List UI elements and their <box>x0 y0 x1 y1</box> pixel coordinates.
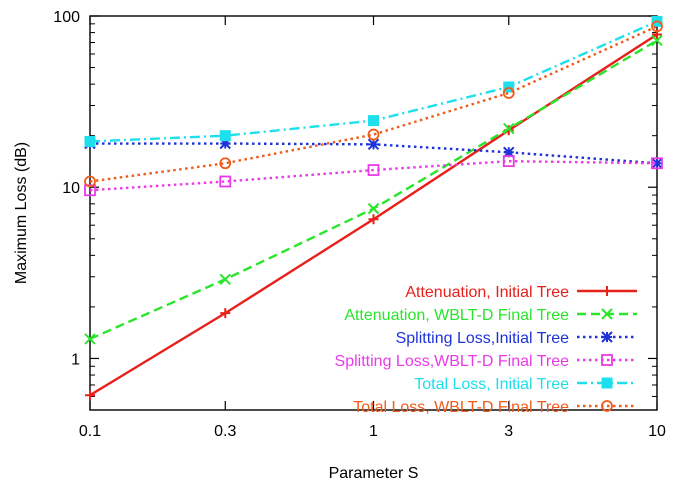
x-tick-label: 0.3 <box>214 423 236 440</box>
data-point <box>503 122 515 135</box>
data-point <box>503 81 515 93</box>
data-point <box>368 214 379 225</box>
data-point <box>368 115 379 127</box>
data-point <box>219 130 231 142</box>
legend-item-1: Attenuation, Initial Tree <box>405 284 637 301</box>
y-tick-label: 1 <box>71 351 80 368</box>
data-point <box>367 128 380 141</box>
data-point <box>219 137 231 150</box>
legend-marker <box>601 308 613 320</box>
legend-item-6: Total Loss, WBLT-D Final Tree <box>353 399 637 416</box>
y-axis-title: Maximum Loss (dB) <box>13 142 30 284</box>
x-tick-label: 1 <box>369 423 378 440</box>
series-line <box>89 39 658 341</box>
series-line <box>89 25 658 183</box>
legend: Attenuation, Initial Tree Attenuation, WB… <box>335 284 637 416</box>
data-point <box>219 157 232 170</box>
legend-marker <box>601 354 613 366</box>
x-tick-label: 0.1 <box>79 423 101 440</box>
legend-marker <box>601 400 613 412</box>
y-tick-label: 100 <box>53 9 80 26</box>
data-point <box>220 308 231 319</box>
data-point <box>651 34 663 47</box>
data-point <box>219 273 231 285</box>
legend-label: Attenuation, Initial Tree <box>405 284 569 301</box>
legend-item-2: Attenuation, WBLT-D Final Tree <box>344 307 637 324</box>
series-line <box>89 159 658 192</box>
data-point <box>84 184 96 197</box>
y-tick-label: 10 <box>62 180 80 197</box>
data-point <box>85 390 95 401</box>
x-axis-title: Parameter S <box>329 465 419 482</box>
data-point <box>367 164 380 176</box>
data-point <box>84 135 96 147</box>
series-2 <box>84 34 663 345</box>
tick-labels: 0.1 0.3 1 3 10 1 10 100 <box>53 9 666 440</box>
plot-border <box>89 15 658 411</box>
data-point <box>651 157 663 169</box>
legend-marker <box>601 331 613 343</box>
legend-marker <box>602 286 612 296</box>
legend-label: Total Loss, Initial Tree <box>414 376 569 393</box>
axis-ticks <box>89 15 658 411</box>
legend-item-4: Splitting Loss,WBLT-D Final Tree <box>335 353 637 370</box>
x-tick-label: 10 <box>648 423 666 440</box>
legend-label: Attenuation, WBLT-D Final Tree <box>344 307 569 324</box>
series-6 <box>84 20 663 188</box>
legend-item-5: Total Loss, Initial Tree <box>414 376 637 393</box>
data-point <box>84 175 96 188</box>
data-point <box>367 138 380 151</box>
series-layer <box>84 15 663 401</box>
legend-label: Total Loss, WBLT-D Final Tree <box>353 399 569 416</box>
data-point <box>651 20 663 33</box>
data-point <box>367 202 380 215</box>
plot-frame <box>89 15 658 411</box>
series-5 <box>84 15 663 147</box>
data-point <box>651 157 663 170</box>
data-point <box>84 333 96 345</box>
series-3 <box>84 137 663 169</box>
legend-item-3: Splitting Loss,Initial Tree <box>396 330 637 347</box>
series-4 <box>84 155 663 197</box>
data-point <box>219 175 232 188</box>
legend-marker <box>601 377 613 389</box>
data-point <box>502 155 515 168</box>
x-tick-label: 3 <box>504 423 513 440</box>
data-point <box>502 87 515 99</box>
data-point <box>503 146 515 158</box>
legend-label: Splitting Loss,Initial Tree <box>396 330 570 347</box>
series-1 <box>85 29 662 401</box>
legend-label: Splitting Loss,WBLT-D Final Tree <box>335 353 570 370</box>
